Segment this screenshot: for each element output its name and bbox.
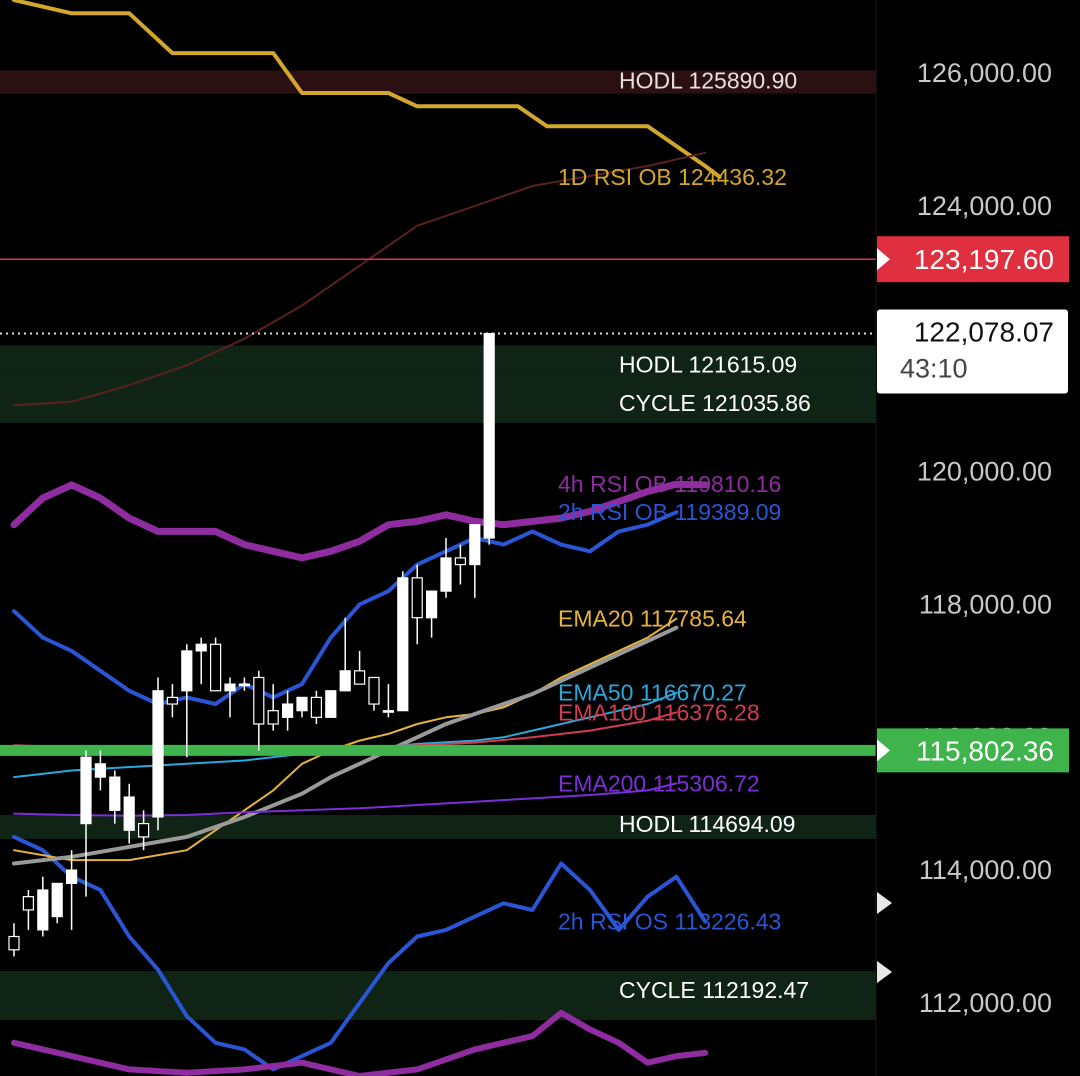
candle-body[interactable]	[469, 524, 481, 566]
level-label-hodl: HODL 121615.09	[619, 351, 797, 377]
series-line-2h-rsi-os	[12, 834, 708, 1072]
series-line-gray-ma	[12, 625, 679, 866]
candle-body[interactable]	[195, 643, 207, 652]
y-tick-label: 124,000.00	[917, 191, 1052, 221]
candle-body[interactable]	[354, 670, 366, 685]
candle-body[interactable]	[8, 935, 20, 951]
level-label-2h-rsi-os: 2h RSI OS 113226.43	[558, 908, 781, 934]
level-label-ema200: EMA200 115306.72	[558, 770, 760, 796]
horizontal-lines	[0, 258, 876, 756]
level-label-hodl: HODL 125890.90	[619, 67, 797, 93]
level-band-cycle	[0, 971, 876, 1021]
candle-body[interactable]	[325, 690, 337, 718]
level-label-ema100: EMA100 116376.28	[558, 699, 760, 725]
series-line-1d-rsi-ob	[12, 0, 722, 179]
candle-body[interactable]	[382, 710, 394, 713]
candle-body[interactable]	[440, 557, 452, 592]
series-line-dark-ma	[13, 151, 707, 407]
y-tick-label: 112,000.00	[919, 988, 1052, 1018]
level-band-hodl	[0, 345, 876, 371]
level-label-cycle: CYCLE 121035.86	[619, 390, 811, 416]
y-tick-label: 120,000.00	[917, 457, 1052, 487]
level-label-1d-rsi-ob: 1D RSI OB 124436.32	[558, 164, 787, 190]
candle-countdown: 43:10	[900, 354, 968, 384]
level-labels: HODL 125890.90 1D RSI OB 124436.32 HODL 12…	[558, 67, 811, 1003]
candle-body[interactable]	[166, 696, 178, 705]
candles[interactable]	[8, 332, 495, 957]
candle-body[interactable]	[51, 882, 63, 918]
candle-body[interactable]	[411, 577, 423, 619]
current-price-label: 122,078.07	[914, 317, 1054, 348]
candle-body[interactable]	[22, 896, 34, 911]
level-bands	[0, 70, 876, 1021]
candle-body[interactable]	[310, 696, 322, 718]
series-line-4h-rsi-ob	[10, 480, 709, 562]
red-line-price-marker[interactable]	[877, 236, 1069, 283]
level-label-ema50: EMA50 116670.27	[558, 680, 747, 706]
green-line-price-label: 115,802.36	[916, 735, 1054, 766]
y-tick-label: 114,000.00	[919, 855, 1052, 885]
candle-body[interactable]	[224, 683, 236, 692]
candle-body[interactable]	[368, 676, 380, 705]
candle-body[interactable]	[37, 889, 49, 931]
y-tick-label: 126,000.00	[917, 58, 1052, 88]
candle-body[interactable]	[253, 676, 265, 725]
y-tick-label: 118,000.00	[919, 589, 1052, 619]
candle-body[interactable]	[426, 590, 438, 619]
candle-body[interactable]	[94, 763, 107, 778]
candle-body[interactable]	[80, 756, 92, 825]
candle-body[interactable]	[210, 643, 222, 692]
candle-body[interactable]	[238, 683, 250, 687]
candle-body[interactable]	[296, 696, 308, 712]
offscreen-marker-arrow-icon[interactable]	[877, 961, 892, 983]
level-band-hodl	[0, 70, 876, 94]
series-line-ema20	[13, 617, 678, 862]
red-line-price-label: 123,197.60	[914, 244, 1054, 275]
level-label-2h-rsi-ob: 2h RSI OB 119389.09	[558, 499, 781, 525]
candle-body[interactable]	[109, 776, 121, 811]
marker-arrow-icon	[877, 248, 890, 271]
level-label-hodl: HODL 114694.09	[619, 811, 795, 837]
candle-body[interactable]	[152, 690, 164, 818]
level-band-hodl	[0, 814, 876, 839]
offscreen-marker-arrow-icon[interactable]	[877, 892, 892, 914]
candle-body[interactable]	[282, 703, 294, 718]
current-price-marker[interactable]	[877, 309, 1068, 394]
candle-body[interactable]	[483, 332, 495, 539]
level-label-ema20: EMA20 117785.64	[558, 606, 747, 632]
candle-body[interactable]	[339, 670, 351, 692]
candle-body[interactable]	[454, 557, 466, 566]
level-label-4h-rsi-ob: 4h RSI OB 119810.16	[558, 471, 781, 497]
candle-body[interactable]	[267, 710, 279, 725]
axis-background	[877, 0, 1080, 1076]
candle-body[interactable]	[138, 823, 150, 838]
candle-body[interactable]	[181, 650, 193, 692]
green-line-price-marker[interactable]	[877, 728, 1069, 773]
candle-body[interactable]	[123, 796, 135, 831]
candle-body[interactable]	[397, 577, 409, 712]
series-line-4h-rsi-os	[11, 1009, 709, 1076]
price-axis[interactable]: 126,000.00 124,000.00 120,000.00 118,000.00…	[877, 0, 1080, 1076]
candle-body[interactable]	[65, 869, 78, 884]
marker-arrow-icon	[877, 739, 890, 762]
level-label-cycle: CYCLE 112192.47	[619, 977, 809, 1003]
